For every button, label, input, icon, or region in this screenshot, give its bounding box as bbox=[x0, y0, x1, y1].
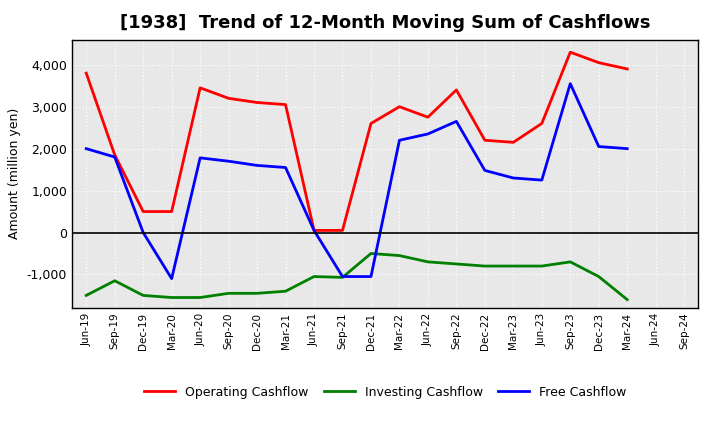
Operating Cashflow bbox=[196, 85, 204, 91]
Operating Cashflow bbox=[110, 152, 119, 158]
Free Cashflow bbox=[167, 276, 176, 281]
Operating Cashflow bbox=[167, 209, 176, 214]
Free Cashflow bbox=[253, 163, 261, 168]
Operating Cashflow bbox=[509, 140, 518, 145]
Investing Cashflow bbox=[423, 259, 432, 264]
Investing Cashflow bbox=[452, 261, 461, 267]
Free Cashflow bbox=[366, 274, 375, 279]
Free Cashflow bbox=[480, 168, 489, 173]
Free Cashflow bbox=[566, 81, 575, 86]
Line: Investing Cashflow: Investing Cashflow bbox=[86, 253, 627, 300]
Investing Cashflow bbox=[253, 291, 261, 296]
Investing Cashflow bbox=[566, 259, 575, 264]
Operating Cashflow bbox=[366, 121, 375, 126]
Free Cashflow bbox=[452, 119, 461, 124]
Free Cashflow bbox=[139, 230, 148, 235]
Line: Free Cashflow: Free Cashflow bbox=[86, 84, 627, 279]
Free Cashflow bbox=[595, 144, 603, 149]
Investing Cashflow bbox=[310, 274, 318, 279]
Investing Cashflow bbox=[196, 295, 204, 300]
Operating Cashflow bbox=[225, 95, 233, 101]
Operating Cashflow bbox=[338, 228, 347, 233]
Investing Cashflow bbox=[139, 293, 148, 298]
Operating Cashflow bbox=[423, 114, 432, 120]
Free Cashflow bbox=[338, 274, 347, 279]
Operating Cashflow bbox=[310, 228, 318, 233]
Investing Cashflow bbox=[282, 289, 290, 294]
Operating Cashflow bbox=[623, 66, 631, 72]
Free Cashflow bbox=[110, 154, 119, 160]
Investing Cashflow bbox=[509, 264, 518, 269]
Operating Cashflow bbox=[480, 138, 489, 143]
Line: Operating Cashflow: Operating Cashflow bbox=[86, 52, 627, 231]
Investing Cashflow bbox=[595, 274, 603, 279]
Investing Cashflow bbox=[537, 264, 546, 269]
Operating Cashflow bbox=[395, 104, 404, 109]
Operating Cashflow bbox=[595, 60, 603, 65]
Operating Cashflow bbox=[139, 209, 148, 214]
Legend: Operating Cashflow, Investing Cashflow, Free Cashflow: Operating Cashflow, Investing Cashflow, … bbox=[139, 381, 631, 404]
Operating Cashflow bbox=[253, 100, 261, 105]
Free Cashflow bbox=[282, 165, 290, 170]
Investing Cashflow bbox=[110, 278, 119, 283]
Operating Cashflow bbox=[566, 50, 575, 55]
Investing Cashflow bbox=[366, 251, 375, 256]
Investing Cashflow bbox=[338, 275, 347, 280]
Investing Cashflow bbox=[82, 293, 91, 298]
Investing Cashflow bbox=[395, 253, 404, 258]
Investing Cashflow bbox=[225, 291, 233, 296]
Operating Cashflow bbox=[282, 102, 290, 107]
Investing Cashflow bbox=[167, 295, 176, 300]
Free Cashflow bbox=[623, 146, 631, 151]
Free Cashflow bbox=[310, 228, 318, 233]
Free Cashflow bbox=[196, 155, 204, 161]
Free Cashflow bbox=[537, 177, 546, 183]
Investing Cashflow bbox=[623, 297, 631, 302]
Free Cashflow bbox=[423, 131, 432, 136]
Free Cashflow bbox=[225, 158, 233, 164]
Y-axis label: Amount (million yen): Amount (million yen) bbox=[8, 108, 21, 239]
Free Cashflow bbox=[395, 138, 404, 143]
Free Cashflow bbox=[509, 176, 518, 181]
Operating Cashflow bbox=[82, 70, 91, 76]
Investing Cashflow bbox=[480, 264, 489, 269]
Operating Cashflow bbox=[537, 121, 546, 126]
Operating Cashflow bbox=[452, 87, 461, 92]
Free Cashflow bbox=[82, 146, 91, 151]
Title: [1938]  Trend of 12-Month Moving Sum of Cashflows: [1938] Trend of 12-Month Moving Sum of C… bbox=[120, 15, 650, 33]
